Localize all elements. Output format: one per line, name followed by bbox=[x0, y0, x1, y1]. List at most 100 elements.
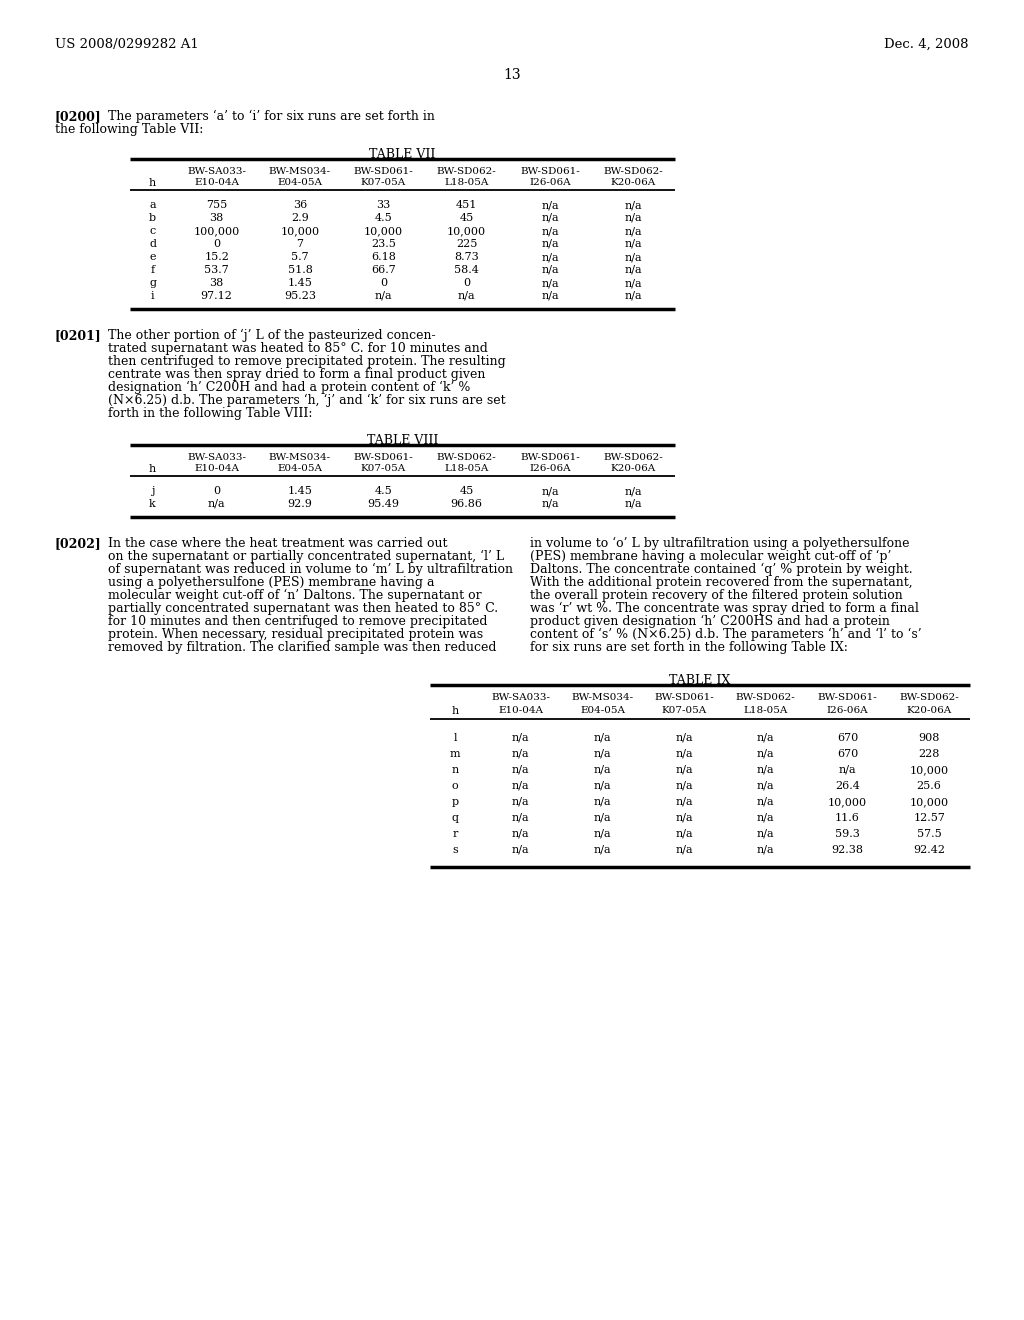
Text: K07-05A: K07-05A bbox=[662, 706, 707, 715]
Text: n/a: n/a bbox=[512, 829, 529, 840]
Text: n/a: n/a bbox=[757, 797, 774, 807]
Text: h: h bbox=[148, 465, 156, 474]
Text: q: q bbox=[452, 813, 459, 822]
Text: n/a: n/a bbox=[625, 499, 642, 510]
Text: I26-06A: I26-06A bbox=[826, 706, 868, 715]
Text: n/a: n/a bbox=[625, 290, 642, 301]
Text: partially concentrated supernatant was then heated to 85° C.: partially concentrated supernatant was t… bbox=[108, 602, 498, 615]
Text: 670: 670 bbox=[837, 733, 858, 743]
Text: BW-MS034-: BW-MS034- bbox=[571, 693, 634, 702]
Text: n/a: n/a bbox=[542, 265, 559, 275]
Text: TABLE IX: TABLE IX bbox=[670, 675, 731, 686]
Text: 8.73: 8.73 bbox=[455, 252, 479, 261]
Text: 228: 228 bbox=[919, 748, 940, 759]
Text: n/a: n/a bbox=[594, 813, 611, 822]
Text: 92.38: 92.38 bbox=[831, 845, 863, 855]
Text: n/a: n/a bbox=[757, 781, 774, 791]
Text: 36: 36 bbox=[293, 201, 307, 210]
Text: 53.7: 53.7 bbox=[205, 265, 229, 275]
Text: n/a: n/a bbox=[542, 279, 559, 288]
Text: n/a: n/a bbox=[625, 265, 642, 275]
Text: n/a: n/a bbox=[542, 252, 559, 261]
Text: 5.7: 5.7 bbox=[291, 252, 309, 261]
Text: BW-SD062-: BW-SD062- bbox=[437, 453, 497, 462]
Text: 10,000: 10,000 bbox=[364, 226, 402, 236]
Text: L18-05A: L18-05A bbox=[444, 178, 488, 187]
Text: n/a: n/a bbox=[625, 201, 642, 210]
Text: L18-05A: L18-05A bbox=[743, 706, 788, 715]
Text: n/a: n/a bbox=[542, 226, 559, 236]
Text: 0: 0 bbox=[213, 239, 220, 249]
Text: [0202]: [0202] bbox=[55, 537, 101, 550]
Text: I26-06A: I26-06A bbox=[529, 178, 570, 187]
Text: forth in the following Table VIII:: forth in the following Table VIII: bbox=[108, 407, 312, 420]
Text: BW-SD061-: BW-SD061- bbox=[817, 693, 878, 702]
Text: 10,000: 10,000 bbox=[828, 797, 867, 807]
Text: n/a: n/a bbox=[512, 781, 529, 791]
Text: 755: 755 bbox=[206, 201, 227, 210]
Text: 0: 0 bbox=[380, 279, 387, 288]
Text: in volume to ‘o’ L by ultrafiltration using a polyethersulfone: in volume to ‘o’ L by ultrafiltration us… bbox=[530, 537, 909, 550]
Text: 2.9: 2.9 bbox=[291, 213, 309, 223]
Text: n/a: n/a bbox=[542, 239, 559, 249]
Text: was ‘r’ wt %. The concentrate was spray dried to form a final: was ‘r’ wt %. The concentrate was spray … bbox=[530, 602, 919, 615]
Text: h: h bbox=[452, 706, 459, 715]
Text: removed by filtration. The clarified sample was then reduced: removed by filtration. The clarified sam… bbox=[108, 642, 497, 653]
Text: 0: 0 bbox=[463, 279, 470, 288]
Text: BW-SD061-: BW-SD061- bbox=[353, 168, 414, 176]
Text: n/a: n/a bbox=[594, 781, 611, 791]
Text: n/a: n/a bbox=[594, 797, 611, 807]
Text: l: l bbox=[454, 733, 457, 743]
Text: product given designation ‘h’ C200HS and had a protein: product given designation ‘h’ C200HS and… bbox=[530, 615, 890, 628]
Text: 38: 38 bbox=[210, 213, 224, 223]
Text: BW-SD061-: BW-SD061- bbox=[520, 168, 580, 176]
Text: b: b bbox=[148, 213, 156, 223]
Text: BW-SD061-: BW-SD061- bbox=[520, 453, 580, 462]
Text: a: a bbox=[150, 201, 156, 210]
Text: TABLE VIII: TABLE VIII bbox=[367, 434, 438, 447]
Text: centrate was then spray dried to form a final product given: centrate was then spray dried to form a … bbox=[108, 368, 485, 381]
Text: n/a: n/a bbox=[542, 499, 559, 510]
Text: 95.23: 95.23 bbox=[284, 290, 316, 301]
Text: 10,000: 10,000 bbox=[281, 226, 319, 236]
Text: n/a: n/a bbox=[512, 766, 529, 775]
Text: 225: 225 bbox=[456, 239, 477, 249]
Text: E04-05A: E04-05A bbox=[580, 706, 625, 715]
Text: n/a: n/a bbox=[594, 766, 611, 775]
Text: n/a: n/a bbox=[512, 813, 529, 822]
Text: 92.42: 92.42 bbox=[913, 845, 945, 855]
Text: E10-04A: E10-04A bbox=[499, 706, 544, 715]
Text: E04-05A: E04-05A bbox=[278, 465, 323, 473]
Text: n/a: n/a bbox=[375, 290, 392, 301]
Text: BW-SD062-: BW-SD062- bbox=[603, 168, 664, 176]
Text: n/a: n/a bbox=[757, 813, 774, 822]
Text: n/a: n/a bbox=[757, 829, 774, 840]
Text: n/a: n/a bbox=[208, 499, 225, 510]
Text: n/a: n/a bbox=[625, 239, 642, 249]
Text: m: m bbox=[450, 748, 461, 759]
Text: r: r bbox=[453, 829, 458, 840]
Text: Dec. 4, 2008: Dec. 4, 2008 bbox=[885, 38, 969, 51]
Text: the following Table VII:: the following Table VII: bbox=[55, 123, 204, 136]
Text: n/a: n/a bbox=[676, 781, 693, 791]
Text: 100,000: 100,000 bbox=[194, 226, 240, 236]
Text: 12.57: 12.57 bbox=[913, 813, 945, 822]
Text: K20-06A: K20-06A bbox=[610, 465, 656, 473]
Text: BW-SD061-: BW-SD061- bbox=[654, 693, 714, 702]
Text: h: h bbox=[148, 178, 156, 187]
Text: BW-MS034-: BW-MS034- bbox=[269, 453, 331, 462]
Text: BW-SD062-: BW-SD062- bbox=[736, 693, 796, 702]
Text: n/a: n/a bbox=[625, 279, 642, 288]
Text: 10,000: 10,000 bbox=[909, 766, 948, 775]
Text: n/a: n/a bbox=[594, 733, 611, 743]
Text: c: c bbox=[150, 226, 156, 236]
Text: [0201]: [0201] bbox=[55, 329, 101, 342]
Text: for six runs are set forth in the following Table IX:: for six runs are set forth in the follow… bbox=[530, 642, 848, 653]
Text: n/a: n/a bbox=[512, 748, 529, 759]
Text: on the supernatant or partially concentrated supernatant, ‘l’ L: on the supernatant or partially concentr… bbox=[108, 550, 504, 564]
Text: n/a: n/a bbox=[676, 797, 693, 807]
Text: 59.3: 59.3 bbox=[835, 829, 860, 840]
Text: In the case where the heat treatment was carried out: In the case where the heat treatment was… bbox=[108, 537, 447, 550]
Text: 26.4: 26.4 bbox=[835, 781, 860, 791]
Text: 4.5: 4.5 bbox=[375, 486, 392, 496]
